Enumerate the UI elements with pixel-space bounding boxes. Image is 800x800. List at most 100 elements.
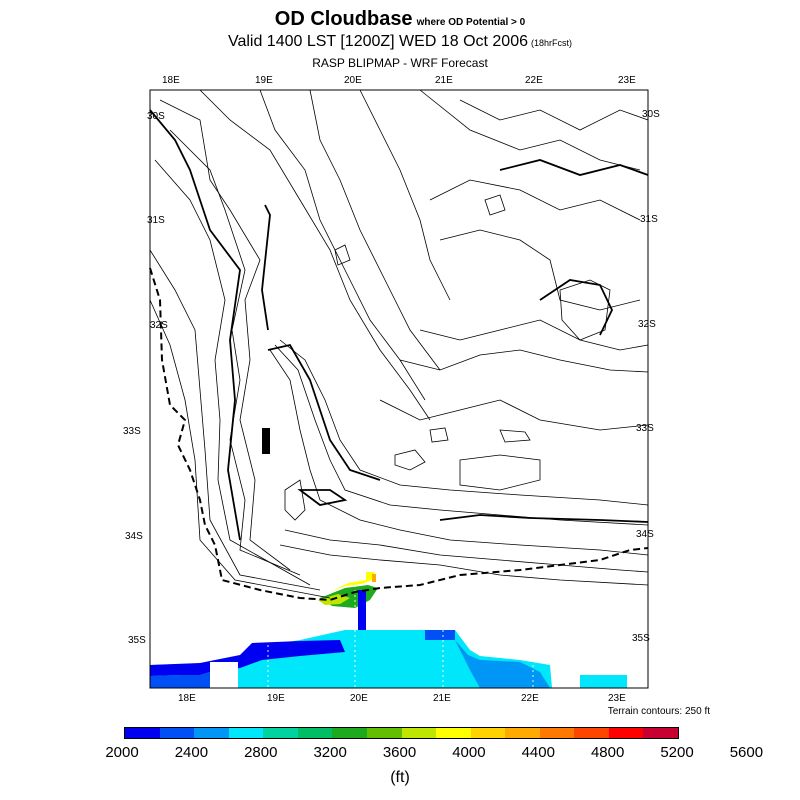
lat-label-left: 32S	[150, 320, 168, 331]
legend-swatch	[228, 728, 264, 738]
contour-line	[419, 319, 649, 351]
legend-swatch	[505, 728, 540, 738]
contour-line	[269, 349, 649, 556]
cloudbase-fill-orange	[372, 574, 376, 582]
legend-swatch	[366, 728, 402, 738]
lon-label-top: 20E	[344, 75, 362, 86]
cloudbase-fill-light-blue	[455, 640, 550, 688]
lat-label-left: 34S	[125, 531, 143, 542]
contour-line	[309, 89, 441, 371]
lat-label-left: 33S	[123, 426, 141, 437]
cloudbase-fill-blue	[150, 672, 210, 688]
legend-tick-label: 4000	[452, 744, 486, 761]
cloudbase-fill-cyan	[150, 630, 552, 688]
cloudbase-gap	[210, 662, 238, 688]
lat-label-right: 30S	[642, 109, 660, 120]
contour-line	[359, 89, 451, 301]
lon-label-top: 18E	[162, 75, 180, 86]
lat-label-right: 33S	[636, 423, 654, 434]
contour-line	[274, 344, 649, 526]
contour-line	[259, 89, 426, 401]
coastline-path	[149, 267, 649, 602]
contour-line	[284, 479, 306, 521]
legend-swatch	[574, 728, 609, 738]
contour-line	[149, 299, 331, 599]
dense-contour-bar	[262, 428, 270, 454]
legend-swatch	[263, 728, 298, 738]
legend-swatch	[125, 728, 160, 738]
legend-tick-label: 4800	[590, 744, 625, 761]
legend-tick-label: 5600	[729, 744, 764, 761]
contour-line-bold	[439, 514, 649, 523]
contour-line	[154, 159, 311, 586]
lon-label-bottom: 19E	[267, 693, 285, 704]
contour-line	[459, 454, 541, 491]
legend-swatch	[436, 728, 471, 738]
contour-line	[419, 89, 641, 171]
terrain-contours-bold	[149, 109, 649, 541]
lon-label-bottom: 21E	[433, 693, 451, 704]
lat-label-right: 32S	[638, 319, 656, 330]
contour-line	[559, 279, 611, 341]
map-frame	[149, 89, 649, 689]
legend-swatch	[194, 728, 229, 738]
contour-line-bold	[267, 343, 381, 481]
contour-line	[459, 99, 649, 131]
lat-label-left: 31S	[147, 215, 165, 226]
contour-line	[394, 449, 426, 471]
cloudbase-fill-east-patch	[580, 675, 627, 688]
model-name: RASP BLIPMAP - WRF Forecast	[312, 56, 488, 70]
contour-line	[279, 339, 649, 506]
title-qualifier: where OD Potential > 0	[416, 17, 526, 28]
contour-line	[429, 179, 641, 221]
legend-tick-label: 2800	[244, 744, 278, 761]
lon-label-top: 22E	[525, 75, 543, 86]
valid-time: Valid 1400 LST [1200Z] WED 18 Oct 2006 (1…	[0, 33, 800, 51]
contour-line	[159, 99, 291, 571]
chart-title: OD Cloudbase where OD Potential > 0	[0, 8, 800, 31]
legend-tick-label: 2000	[105, 744, 139, 761]
legend-tick-label: 3600	[382, 744, 417, 761]
coastline	[149, 267, 649, 602]
contour-line	[484, 194, 506, 216]
contour-line	[439, 229, 641, 311]
legend-tick-label: 2400	[174, 744, 209, 761]
cloudbase-fill-column	[358, 590, 366, 630]
lon-label-bottom: 20E	[350, 693, 368, 704]
contour-line	[199, 89, 431, 421]
valid-time-text: Valid 1400 LST [1200Z] WED 18 Oct 2006	[227, 33, 528, 50]
terrain-contour-note: Terrain contours: 250 ft	[607, 706, 710, 717]
legend-swatch	[159, 728, 195, 738]
cloudbase-fill-blue-patch	[425, 630, 455, 640]
title-main: OD Cloudbase	[274, 8, 413, 30]
legend-swatch	[643, 728, 678, 738]
legend-swatch	[297, 728, 333, 738]
legend-swatch	[401, 728, 437, 738]
contour-line	[334, 244, 351, 266]
contour-line	[399, 349, 649, 373]
contour-line	[379, 399, 649, 431]
lat-label-left: 30S	[147, 111, 165, 122]
legend-tick-label: 5200	[660, 744, 694, 761]
lon-label-bottom: 18E	[178, 693, 196, 704]
contour-line-bold	[149, 109, 241, 541]
cloudbase-fill-deep-blue	[150, 640, 345, 676]
lon-label-top: 21E	[435, 75, 453, 86]
legend-swatch	[539, 728, 575, 738]
color-legend	[124, 727, 679, 739]
contour-line	[284, 529, 649, 573]
lon-label-bottom: 23E	[608, 693, 626, 704]
legend-tick-label: 4400	[521, 744, 555, 761]
terrain-contours	[149, 89, 649, 599]
contour-line-bold	[261, 204, 271, 331]
legend-tick-label: 3200	[313, 744, 347, 761]
lat-label-right: 34S	[636, 529, 654, 540]
contour-line	[429, 427, 449, 443]
legend-units: (ft)	[390, 769, 410, 786]
legend-swatch	[608, 728, 644, 738]
cloudbase-fill-yellow	[330, 572, 375, 592]
lon-label-top: 19E	[255, 75, 273, 86]
lon-label-bottom: 22E	[521, 693, 539, 704]
contour-line	[149, 249, 321, 591]
